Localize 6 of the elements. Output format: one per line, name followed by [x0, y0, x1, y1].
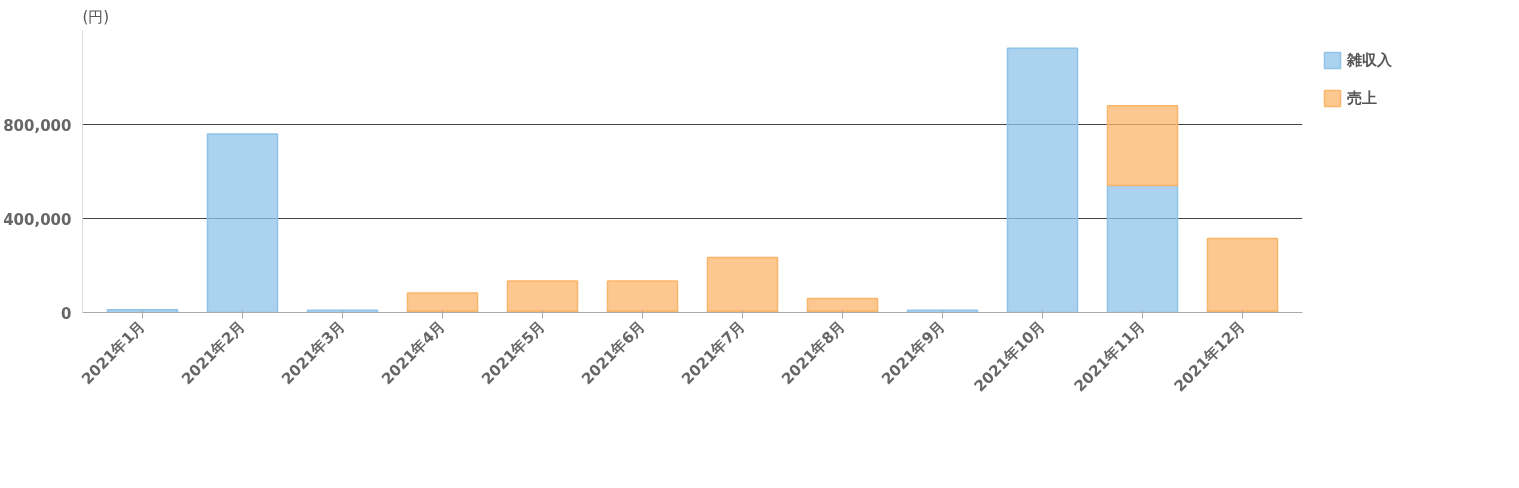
- legend-label: 雑収入: [1347, 50, 1392, 70]
- y-tick-label: 400,000: [3, 210, 72, 229]
- y-tick-label: 800,000: [3, 116, 72, 135]
- y-tick-label: 0: [61, 304, 72, 323]
- text: (円): [82, 7, 110, 26]
- legend-label: 売上: [1347, 88, 1377, 108]
